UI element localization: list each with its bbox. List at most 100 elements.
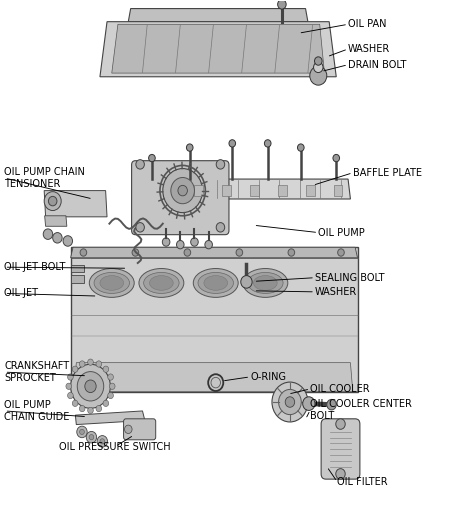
Ellipse shape [204, 276, 228, 290]
Circle shape [68, 374, 73, 380]
Circle shape [80, 429, 84, 434]
Circle shape [108, 392, 113, 399]
Circle shape [96, 406, 101, 412]
Text: WASHER: WASHER [315, 287, 357, 297]
Circle shape [186, 144, 193, 151]
Circle shape [89, 434, 94, 440]
Text: SEALING BOLT: SEALING BOLT [315, 272, 384, 282]
Polygon shape [100, 22, 336, 77]
Circle shape [337, 249, 344, 256]
Polygon shape [74, 362, 353, 391]
Bar [334, 185, 342, 196]
Circle shape [241, 276, 252, 288]
Ellipse shape [100, 276, 124, 290]
Circle shape [288, 249, 295, 256]
Text: OIL PUMP CHAIN
TENSIONER: OIL PUMP CHAIN TENSIONER [4, 167, 85, 189]
Polygon shape [185, 179, 350, 199]
Text: OIL FILTER: OIL FILTER [337, 477, 388, 487]
Circle shape [108, 374, 113, 380]
Circle shape [303, 397, 315, 410]
Circle shape [109, 383, 115, 389]
Circle shape [278, 0, 286, 9]
Circle shape [96, 361, 101, 367]
Circle shape [315, 57, 322, 65]
Circle shape [136, 222, 145, 232]
Circle shape [48, 196, 57, 206]
Text: OIL PAN: OIL PAN [348, 19, 387, 29]
Circle shape [103, 366, 109, 372]
Text: DRAIN BOLT: DRAIN BOLT [348, 59, 406, 70]
Circle shape [136, 160, 145, 169]
Circle shape [44, 191, 61, 210]
Circle shape [310, 66, 327, 85]
Circle shape [43, 229, 53, 239]
Circle shape [100, 439, 105, 444]
Ellipse shape [193, 268, 238, 297]
Text: OIL PRESSURE SWITCH: OIL PRESSURE SWITCH [59, 442, 171, 452]
Text: WASHER: WASHER [348, 44, 390, 54]
Circle shape [88, 407, 93, 413]
Bar [71, 275, 84, 283]
Circle shape [79, 406, 85, 412]
Circle shape [314, 62, 323, 73]
Circle shape [191, 238, 198, 246]
Circle shape [71, 364, 110, 408]
Bar [222, 185, 231, 196]
Circle shape [88, 359, 93, 365]
Circle shape [176, 240, 184, 249]
Circle shape [63, 236, 73, 246]
Text: OIL COOLER: OIL COOLER [310, 384, 370, 394]
Text: OIL PUMP
CHAIN GUIDE: OIL PUMP CHAIN GUIDE [4, 400, 70, 422]
Circle shape [205, 240, 212, 249]
Circle shape [178, 185, 187, 196]
Circle shape [103, 400, 109, 407]
Circle shape [264, 140, 271, 147]
Bar [278, 185, 287, 196]
Text: OIL PUMP: OIL PUMP [318, 228, 365, 238]
Text: BAFFLE PLATE: BAFFLE PLATE [353, 168, 422, 178]
Polygon shape [45, 216, 67, 226]
Ellipse shape [254, 276, 277, 290]
Bar [250, 185, 259, 196]
Circle shape [68, 392, 73, 399]
Circle shape [236, 249, 243, 256]
Bar [71, 265, 84, 272]
Circle shape [285, 397, 295, 407]
Circle shape [171, 177, 194, 204]
Circle shape [72, 366, 78, 372]
Circle shape [132, 249, 139, 256]
Circle shape [77, 371, 104, 401]
Circle shape [72, 400, 78, 407]
Circle shape [53, 232, 62, 243]
Circle shape [86, 431, 97, 443]
Polygon shape [75, 411, 145, 424]
Circle shape [279, 389, 301, 414]
Polygon shape [128, 8, 308, 22]
Circle shape [77, 426, 87, 438]
Circle shape [298, 144, 304, 151]
Circle shape [162, 238, 170, 246]
Circle shape [85, 380, 96, 392]
Circle shape [125, 425, 132, 433]
Circle shape [80, 249, 87, 256]
Circle shape [184, 249, 191, 256]
FancyBboxPatch shape [124, 419, 156, 440]
Text: OIL COOLER CENTER
BOLT: OIL COOLER CENTER BOLT [310, 399, 412, 421]
Polygon shape [112, 24, 324, 73]
Circle shape [163, 168, 202, 213]
Circle shape [97, 436, 108, 447]
Bar [194, 185, 203, 196]
FancyBboxPatch shape [132, 161, 229, 235]
Circle shape [216, 160, 225, 169]
Ellipse shape [89, 268, 134, 297]
Circle shape [229, 140, 236, 147]
Circle shape [333, 155, 339, 162]
Ellipse shape [243, 268, 288, 297]
Circle shape [336, 469, 345, 479]
Bar [306, 185, 315, 196]
Circle shape [66, 383, 72, 389]
Text: O-RING: O-RING [250, 372, 286, 382]
Ellipse shape [198, 272, 234, 294]
Polygon shape [44, 190, 107, 217]
Circle shape [149, 155, 155, 162]
